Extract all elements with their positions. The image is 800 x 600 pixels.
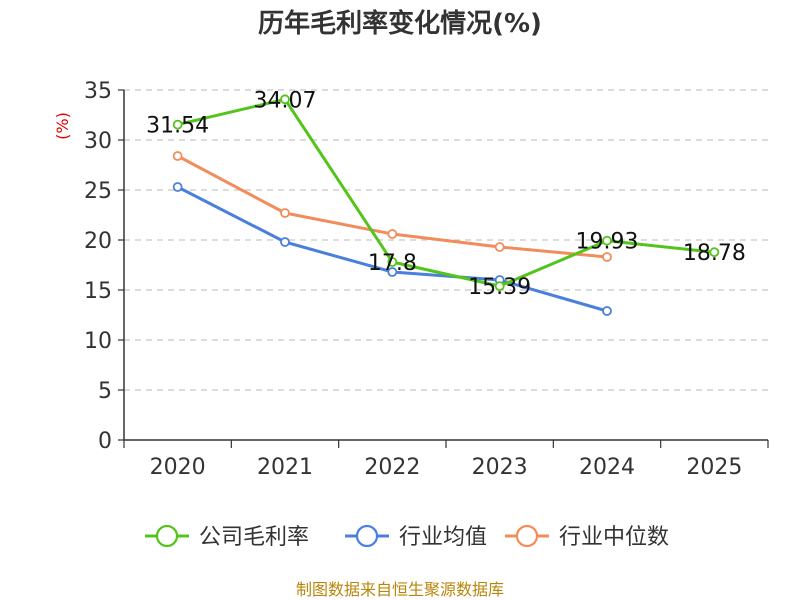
data-point[interactable] bbox=[387, 229, 398, 239]
y-tick-label: 30 bbox=[84, 129, 112, 154]
x-tick-label: 2021 bbox=[257, 455, 313, 480]
data-label: 34.07 bbox=[254, 88, 317, 113]
legend-label: 公司毛利率 bbox=[199, 525, 309, 550]
chart-title: 历年毛利率变化情况(%) bbox=[258, 8, 542, 39]
data-point[interactable] bbox=[280, 208, 290, 218]
data-point[interactable] bbox=[172, 151, 183, 161]
x-tick-label: 2022 bbox=[364, 455, 420, 480]
data-point[interactable] bbox=[280, 94, 290, 105]
data-label: 18.78 bbox=[683, 241, 746, 266]
data-point[interactable] bbox=[280, 237, 290, 247]
data-point[interactable] bbox=[709, 247, 720, 258]
y-tick-label: 35 bbox=[84, 79, 112, 104]
data-point[interactable] bbox=[387, 267, 398, 277]
legend-marker bbox=[515, 524, 539, 548]
y-tick-label: 0 bbox=[98, 429, 112, 454]
series-line bbox=[177, 97, 715, 288]
x-tick-label: 2020 bbox=[150, 455, 206, 480]
data-point[interactable] bbox=[172, 182, 183, 192]
data-label: 19.93 bbox=[576, 230, 639, 255]
data-point[interactable] bbox=[602, 235, 612, 246]
series-lines bbox=[172, 94, 720, 316]
data-label: 15.39 bbox=[468, 275, 531, 300]
data-point[interactable] bbox=[602, 252, 612, 262]
legend-item[interactable]: 行业中位数 bbox=[505, 524, 669, 550]
data-label: 17.8 bbox=[368, 251, 417, 276]
legend-marker bbox=[155, 524, 179, 548]
legend-label: 行业均值 bbox=[399, 525, 487, 550]
data-point[interactable] bbox=[172, 119, 183, 130]
legend-label: 行业中位数 bbox=[559, 525, 669, 550]
legend-marker bbox=[355, 524, 379, 548]
legend[interactable]: 公司毛利率 行业均值 行业中位数 bbox=[145, 524, 669, 550]
legend-item[interactable]: 行业均值 bbox=[345, 524, 487, 550]
data-point[interactable] bbox=[494, 242, 505, 252]
source-note: 制图数据来自恒生聚源数据库 bbox=[296, 580, 504, 599]
y-tick-label: 15 bbox=[84, 279, 112, 304]
series-line bbox=[176, 154, 608, 259]
data-point[interactable] bbox=[602, 306, 612, 316]
x-tick-label: 2024 bbox=[579, 455, 635, 480]
data-labels: 31.54 34.07 17.8 15.39 19.93 18.78 bbox=[146, 88, 746, 300]
y-tick-label: 5 bbox=[98, 379, 112, 404]
y-axis-label: (%) bbox=[53, 112, 72, 140]
data-point[interactable] bbox=[387, 257, 398, 267]
y-tick-label: 10 bbox=[84, 329, 112, 354]
series-line bbox=[176, 185, 608, 313]
data-point[interactable] bbox=[494, 281, 505, 292]
y-tick-label: 25 bbox=[84, 179, 112, 204]
legend-item[interactable]: 公司毛利率 bbox=[145, 524, 309, 550]
x-tick-label: 2023 bbox=[472, 455, 528, 480]
data-label: 31.54 bbox=[146, 114, 209, 139]
y-tick-label: 20 bbox=[84, 229, 112, 254]
x-tick-label: 2025 bbox=[686, 455, 742, 480]
